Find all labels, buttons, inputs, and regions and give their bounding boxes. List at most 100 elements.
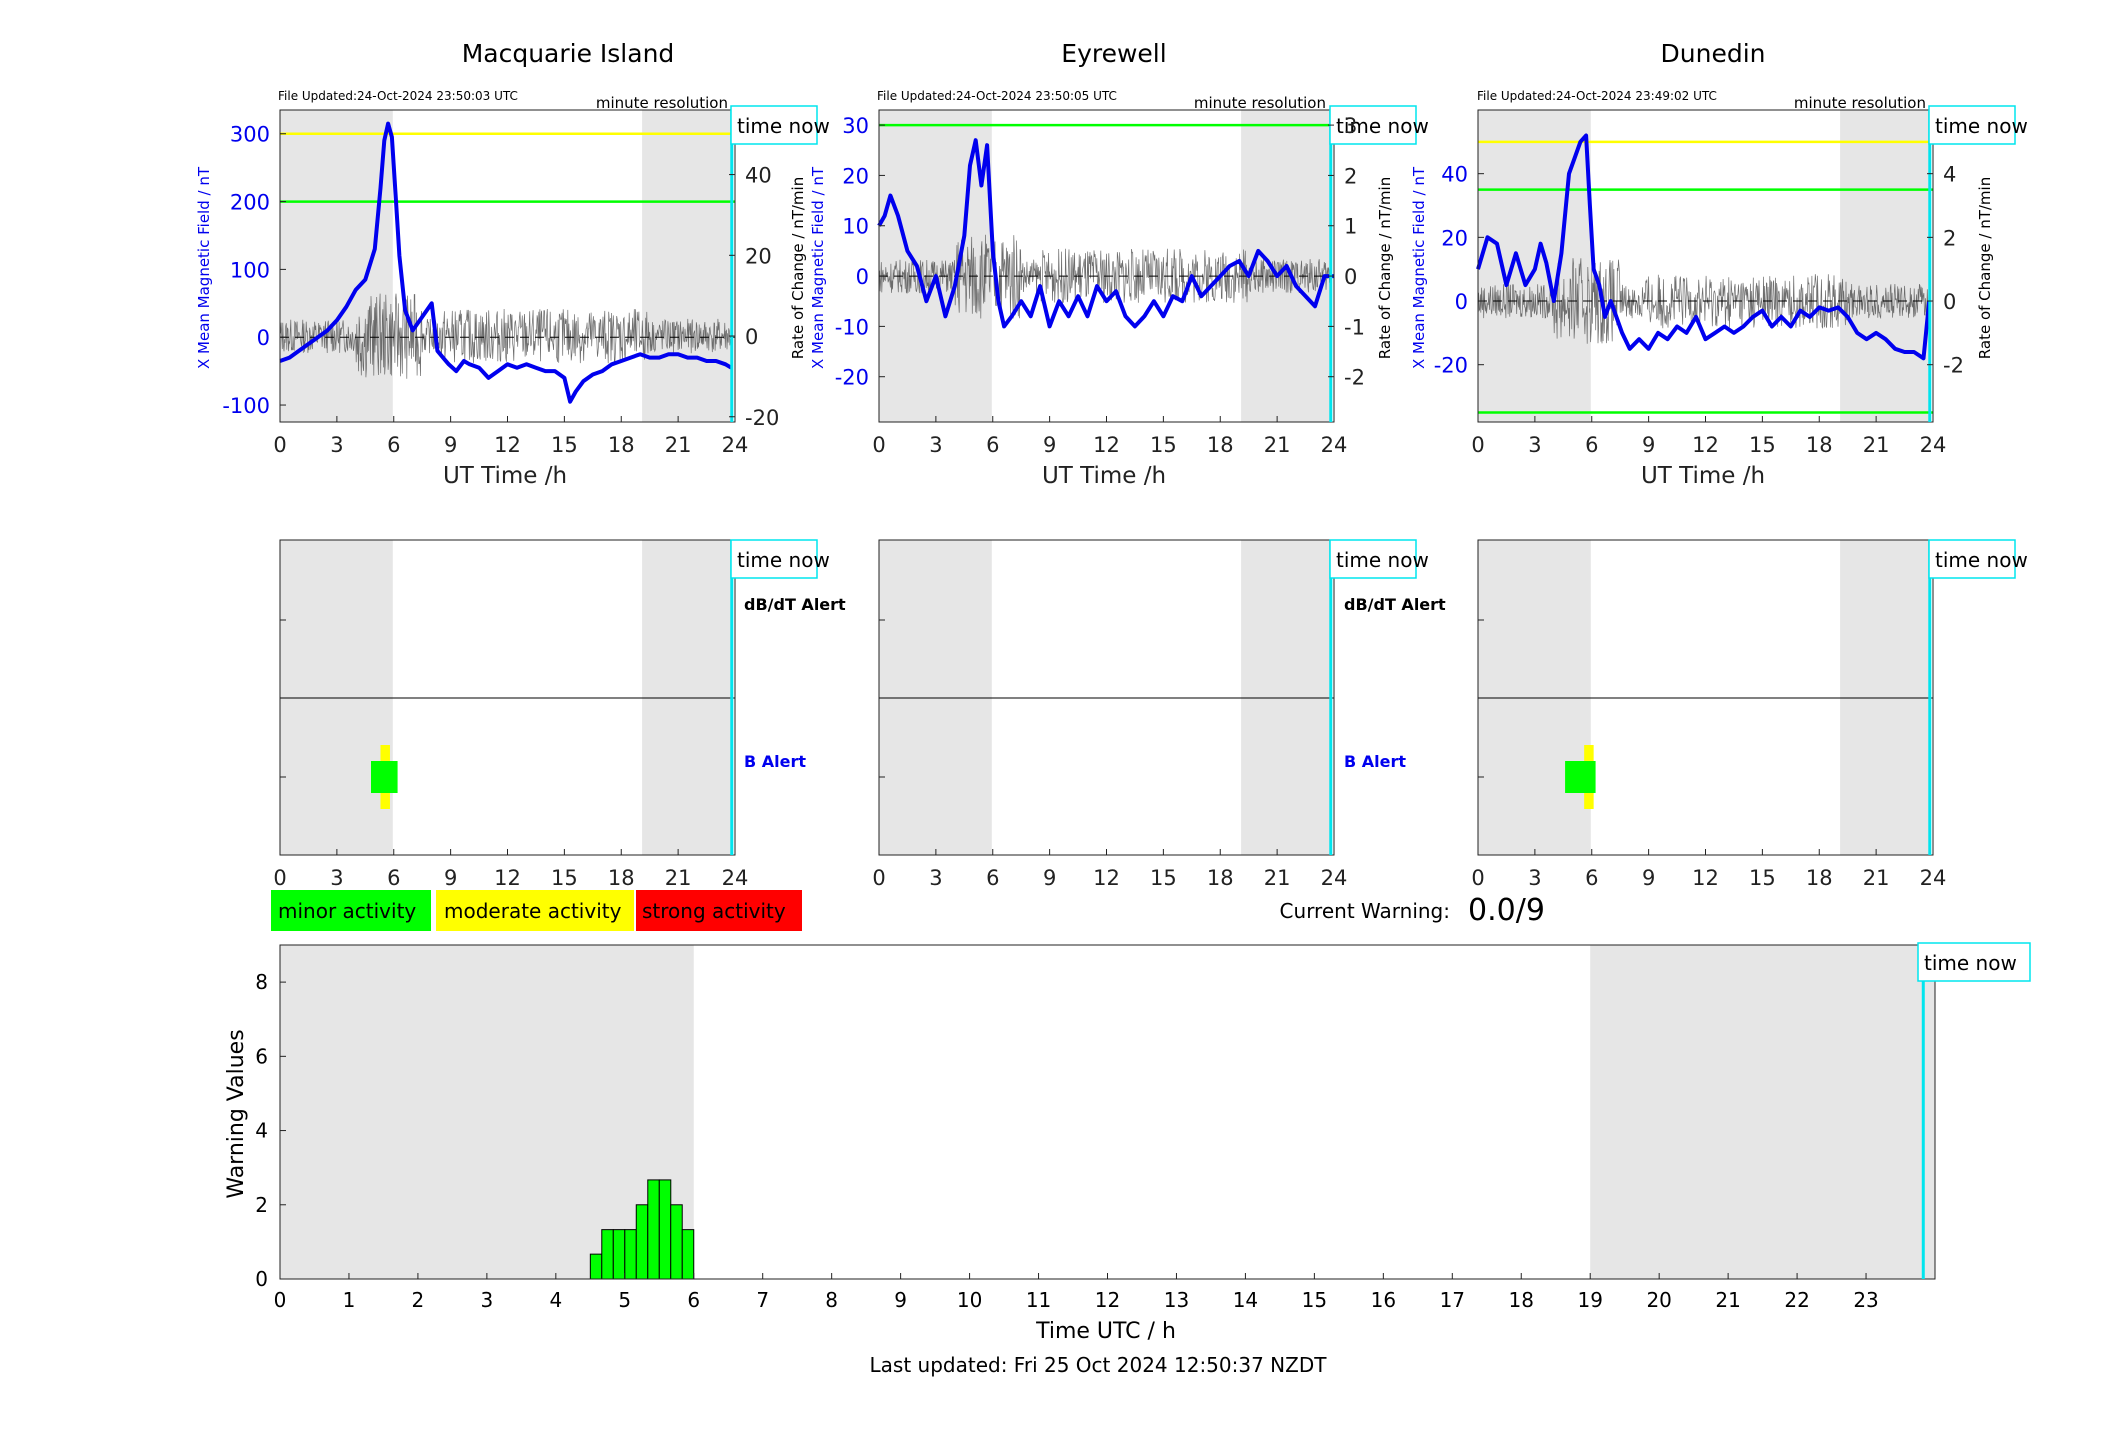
y2tick-label-dunedin-2: 2 [1943, 226, 1956, 250]
bottom-ytick-label-6: 6 [255, 1044, 268, 1068]
xtick-label-eyrewell-6: 6 [986, 433, 999, 457]
xtick-label-dunedin-3: 3 [1528, 433, 1541, 457]
legend-minor-label: minor activity [278, 899, 416, 923]
station-title-macquarie: Macquarie Island [462, 39, 675, 68]
xtick-label-macquarie-21: 21 [665, 433, 692, 457]
y2tick-label-macquarie--20: -20 [745, 406, 779, 430]
dbdt-alert-label-macquarie: dB/dT Alert [744, 595, 846, 614]
rate-trace-eyrewell [878, 234, 1331, 319]
station-title-eyrewell: Eyrewell [1061, 39, 1166, 68]
alert-xtick-label-dunedin-18: 18 [1806, 866, 1833, 890]
xtick-label-macquarie-0: 0 [273, 433, 286, 457]
shade-dunedin-1 [1840, 110, 1931, 422]
b-alert-label-macquarie: B Alert [744, 752, 806, 771]
ylabel-left-dunedin: X Mean Magnetic Field / nT [1410, 166, 1428, 369]
station-title-dunedin: Dunedin [1661, 39, 1766, 68]
xtick-label-macquarie-24: 24 [722, 433, 749, 457]
xtick-label-eyrewell-3: 3 [929, 433, 942, 457]
alert-xtick-label-eyrewell-21: 21 [1264, 866, 1291, 890]
shade-macquarie-0 [280, 110, 393, 422]
legend-moderate-swatch [436, 890, 634, 931]
bottom-xtick-label-11: 11 [1026, 1288, 1051, 1312]
alert-xtick-label-dunedin-3: 3 [1528, 866, 1541, 890]
time-now-eyrewell-label: time now [1336, 114, 1429, 138]
xtick-label-dunedin-21: 21 [1863, 433, 1890, 457]
ylabel-left-macquarie: X Mean Magnetic Field / nT [195, 166, 213, 369]
xtick-label-macquarie-18: 18 [608, 433, 635, 457]
y2tick-label-dunedin-4: 4 [1943, 163, 1956, 187]
xtick-label-eyrewell-9: 9 [1043, 433, 1056, 457]
bottom-xtick-label-17: 17 [1440, 1288, 1465, 1312]
warning-bar-2 [612, 1229, 626, 1280]
bottom-xtick-label-16: 16 [1371, 1288, 1396, 1312]
file-updated-macquarie: File Updated:24-Oct-2024 23:50:03 UTC [278, 89, 518, 103]
xtick-label-eyrewell-15: 15 [1150, 433, 1177, 457]
bottom-xtick-label-20: 20 [1646, 1288, 1671, 1312]
bottom-ytick-label-4: 4 [255, 1119, 268, 1143]
xtick-label-eyrewell-12: 12 [1093, 433, 1120, 457]
y2tick-label-eyrewell-1: 1 [1344, 215, 1357, 239]
ytick-label-eyrewell-20: 20 [842, 164, 869, 188]
legend-strong-swatch [636, 890, 802, 931]
ytick-label-eyrewell-30: 30 [842, 114, 869, 138]
xtick-label-eyrewell-18: 18 [1207, 433, 1234, 457]
alert-xtick-label-eyrewell-15: 15 [1150, 866, 1177, 890]
alert-xtick-label-dunedin-15: 15 [1749, 866, 1776, 890]
bottom-time-now-box [1917, 942, 2031, 982]
bottom-xtick-label-3: 3 [481, 1288, 494, 1312]
ytick-label-macquarie-200: 200 [230, 191, 270, 215]
alert-time-now-macquarie-label: time now [737, 548, 830, 572]
alert-xtick-label-eyrewell-0: 0 [872, 866, 885, 890]
bottom-xtick-label-19: 19 [1577, 1288, 1602, 1312]
file-updated-dunedin: File Updated:24-Oct-2024 23:49:02 UTC [1477, 89, 1717, 103]
alert-xtick-label-dunedin-9: 9 [1642, 866, 1655, 890]
bottom-ytick-label-8: 8 [255, 970, 268, 994]
ytick-label-macquarie-300: 300 [230, 123, 270, 147]
bottom-xtick-label-7: 7 [756, 1288, 769, 1312]
bottom-ytick-label-2: 2 [255, 1193, 268, 1217]
alert-xtick-label-eyrewell-18: 18 [1207, 866, 1234, 890]
xtick-label-macquarie-3: 3 [330, 433, 343, 457]
ytick-label-eyrewell--10: -10 [835, 315, 869, 339]
bottom-xtick-label-14: 14 [1233, 1288, 1258, 1312]
alert-xtick-label-dunedin-24: 24 [1920, 866, 1947, 890]
alert-time-now-dunedin-box [1928, 539, 2016, 579]
ytick-label-macquarie-0: 0 [257, 326, 270, 350]
bottom-xtick-label-22: 22 [1784, 1288, 1809, 1312]
dbdt-alert-label-eyrewell: dB/dT Alert [1344, 595, 1446, 614]
bottom-shade-0 [280, 945, 694, 1279]
xtick-label-macquarie-12: 12 [494, 433, 521, 457]
mean-field-line-dunedin [1476, 133, 1932, 361]
bottom-xtick-label-23: 23 [1853, 1288, 1878, 1312]
bottom-xlabel: Time UTC / h [1035, 1319, 1176, 1344]
alert-xtick-label-macquarie-24: 24 [722, 866, 749, 890]
bottom-ylabel: Warning Values [224, 1029, 249, 1198]
bottom-xtick-label-6: 6 [687, 1288, 700, 1312]
bottom-xtick-label-18: 18 [1509, 1288, 1534, 1312]
warning-bar-3 [624, 1229, 637, 1280]
xtick-label-dunedin-12: 12 [1692, 433, 1719, 457]
y2tick-label-eyrewell--1: -1 [1344, 315, 1365, 339]
xtick-label-dunedin-24: 24 [1920, 433, 1947, 457]
y2tick-label-macquarie-20: 20 [745, 244, 772, 268]
ytick-label-eyrewell--20: -20 [835, 366, 869, 390]
mean-field-line-eyrewell [877, 138, 1334, 329]
time-now-dunedin-label: time now [1935, 114, 2028, 138]
y2tick-label-macquarie-40: 40 [745, 164, 772, 188]
bottom-xtick-label-8: 8 [825, 1288, 838, 1312]
alert-xtick-label-macquarie-18: 18 [608, 866, 635, 890]
bottom-time-now-label: time now [1924, 951, 2017, 975]
xtick-label-macquarie-9: 9 [444, 433, 457, 457]
ytick-label-eyrewell-0: 0 [856, 265, 869, 289]
bottom-xtick-label-10: 10 [957, 1288, 982, 1312]
bottom-xtick-label-4: 4 [549, 1288, 562, 1312]
xlabel-macquarie: UT Time /h [443, 463, 567, 489]
legend-strong-label: strong activity [642, 899, 786, 923]
alert-xtick-label-dunedin-12: 12 [1692, 866, 1719, 890]
minute-resolution-eyrewell: minute resolution [1194, 94, 1326, 112]
ytick-label-dunedin-20: 20 [1441, 226, 1468, 250]
bottom-xtick-label-5: 5 [618, 1288, 631, 1312]
y2tick-label-eyrewell-3: 3 [1344, 114, 1357, 138]
warning-bar-0 [589, 1253, 603, 1280]
ylabel-right-dunedin: Rate of Change / nT/min [1976, 177, 1994, 359]
